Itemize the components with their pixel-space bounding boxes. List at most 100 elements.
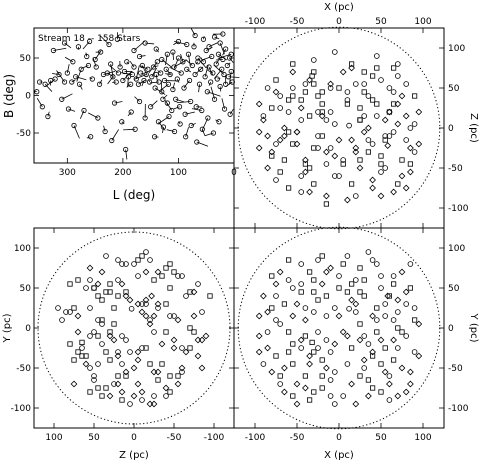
- y-tick-label: -100: [11, 404, 32, 414]
- star-point: [324, 193, 330, 199]
- star-point: [312, 390, 316, 394]
- star-point: [378, 337, 384, 343]
- y-tick-label: 100: [448, 244, 465, 254]
- star-point: [256, 145, 262, 151]
- star-point: [416, 353, 422, 359]
- star-point: [332, 153, 338, 159]
- star-point: [362, 278, 366, 282]
- star-point: [104, 350, 108, 354]
- star-point: [88, 390, 92, 394]
- y-tick-label: -50: [16, 364, 31, 374]
- x-tick-label: 300: [59, 168, 76, 178]
- star-point: [256, 313, 262, 319]
- star-point: [128, 350, 133, 355]
- star-point: [395, 310, 400, 315]
- y-tick-label: 0: [25, 92, 31, 102]
- star-point: [56, 306, 61, 311]
- star-point: [362, 70, 366, 74]
- star-point: [196, 282, 201, 287]
- star-point: [362, 294, 366, 298]
- y-tick-label: 0: [25, 324, 31, 334]
- star-point: [278, 374, 282, 378]
- star-point: [282, 158, 286, 162]
- star-point: [119, 389, 125, 395]
- star-point: [328, 110, 333, 115]
- star-point: [140, 398, 145, 403]
- star-point: [345, 197, 351, 203]
- star-point: [408, 162, 412, 166]
- x-tick-label: -50: [167, 433, 182, 443]
- star-point: [332, 370, 337, 375]
- star-point: [92, 330, 97, 335]
- star-point: [111, 337, 117, 343]
- y-axis-label: Y (pc): [468, 313, 479, 343]
- star-point: [100, 394, 104, 398]
- star-point: [379, 154, 383, 158]
- star-point: [362, 90, 366, 94]
- star-point: [383, 314, 388, 319]
- star-point: [149, 293, 155, 299]
- star-point: [88, 278, 93, 283]
- star-point: [387, 381, 393, 387]
- x-tick-label: 50: [88, 433, 100, 443]
- star-point: [320, 102, 324, 106]
- star-point: [151, 369, 157, 375]
- star-point: [395, 393, 401, 399]
- star-point: [399, 365, 405, 371]
- star-point: [374, 114, 379, 119]
- star-point: [375, 306, 379, 310]
- star-point: [358, 158, 362, 162]
- x-tick-label: 100: [414, 433, 431, 443]
- y-tick-label: 0: [448, 324, 454, 334]
- star-point: [88, 366, 93, 371]
- star-point: [188, 346, 192, 350]
- star-point: [320, 358, 324, 362]
- star-point: [128, 402, 133, 407]
- star-point: [108, 282, 112, 286]
- star-point: [328, 265, 334, 271]
- star-point: [391, 318, 396, 323]
- star-point: [312, 290, 316, 294]
- star-point: [303, 374, 307, 378]
- star-point: [274, 354, 278, 358]
- panel-frame: [234, 228, 444, 428]
- star-point: [195, 353, 201, 359]
- star-point: [312, 82, 316, 86]
- proper-motion-vector: [151, 101, 158, 107]
- star-point: [291, 94, 295, 98]
- star-point: [120, 362, 125, 367]
- star-point: [299, 346, 304, 351]
- star-point: [375, 102, 379, 106]
- star-point: [391, 274, 396, 279]
- star-point: [172, 270, 176, 274]
- star-point: [99, 269, 105, 275]
- star-point: [408, 381, 414, 387]
- star-point: [120, 398, 124, 402]
- star-point: [358, 118, 362, 122]
- star-point: [294, 301, 300, 307]
- star-point: [168, 374, 172, 378]
- star-point: [370, 258, 375, 263]
- x-tick-label: 0: [336, 17, 342, 27]
- panel-galactic-coordinates: Stream 18 -- 158 Stars L (deg) B (deg) 3…: [2, 28, 239, 202]
- star-point: [299, 118, 304, 123]
- star-point: [139, 309, 145, 315]
- star-point: [361, 129, 367, 135]
- star-point: [83, 361, 89, 367]
- star-point: [256, 349, 262, 355]
- star-point: [391, 337, 397, 343]
- star-point: [403, 113, 409, 119]
- x-tick-label: -100: [204, 433, 225, 443]
- star-point: [299, 282, 304, 287]
- star-point: [299, 98, 303, 102]
- panel-frame: [34, 228, 234, 428]
- y-tick-label: 50: [448, 284, 460, 294]
- star-point: [316, 94, 320, 98]
- star-point: [403, 185, 409, 191]
- star-point: [361, 357, 367, 363]
- star-point: [320, 90, 324, 94]
- star-point: [156, 378, 160, 382]
- star-point: [76, 278, 80, 282]
- star-point: [136, 274, 141, 279]
